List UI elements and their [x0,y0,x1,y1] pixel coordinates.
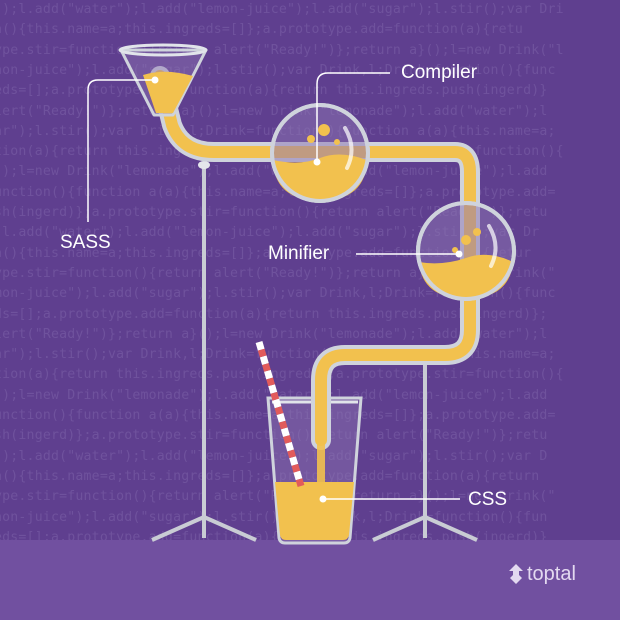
sass-label: SASS [60,232,111,253]
code-line: eds=[];a.prototype.add=function(a){retur… [0,83,548,99]
code-line: tion(a){return this.ingreds.push(ingred)… [0,367,564,383]
toptal-logo-icon [509,564,523,584]
toptal-logo-text: toptal [527,563,576,585]
code-line: ');l.add("water");l.add("lemon-juice");l… [0,2,564,17]
code-line: mon-juice");l.add("sugar");l.stir();var … [0,286,556,302]
code-line: non-juice");l.add("sugar");l.stir();var … [0,62,556,78]
straw-icon [255,341,305,487]
toptal-logo: toptal [507,563,579,585]
code-line: a(){this.name=a;this.ingreds=[]};a.proto… [0,245,532,261]
left-stand-clamp [198,161,210,169]
minifier-flask [416,201,516,301]
code-line: non-juice");l.add("sugar");l.stir();var … [0,509,548,525]
code-line: ds=[];a.prototype.add=function(a){return… [0,306,548,322]
compiler-label: Compiler [401,62,478,83]
code-line: a(){this.name=a;this.ingreds=[]};a.proto… [0,468,540,484]
right-stand [372,362,478,542]
code-line: unction(){function a(a){this.name=a;this… [0,184,556,200]
left-stand [151,166,257,542]
code-line: lert("Ready!")};return a}();l=new Drink(… [0,103,548,119]
css-glass [266,396,363,545]
code-line: ype.stir=function(){return alert("Ready!… [0,265,556,281]
callout-lines [87,72,463,503]
code-line: ();l=new Drink("lemonade");l.add("water"… [0,164,547,180]
juice-stream [317,438,325,484]
css-label: CSS [468,489,508,510]
compiler-callout-line [316,72,390,162]
compiler-flask [270,103,370,203]
code-line: sh(ingerd)};a.prototype.stir=function(){… [0,205,548,220]
code-line: sh(ingerd)};a.prototype.stir=function(){… [0,428,548,444]
code-line: lert("Ready!")};return a}();l=new Drink(… [0,326,548,342]
code-line: a(){this.name=a;this.ingreds=[]};a.proto… [0,22,524,38]
minifier-label: Minifier [268,243,330,264]
code-line: ;l.add("water");l.add("lemon-juice");l.a… [0,225,540,241]
sass-callout-line [87,79,155,222]
